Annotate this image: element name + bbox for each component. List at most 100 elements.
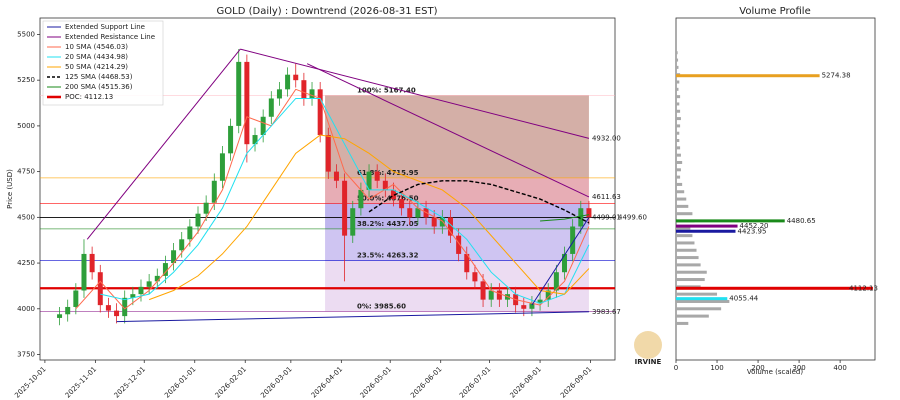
volume-bar — [676, 95, 681, 99]
trendline-label: 4932.00 — [592, 134, 621, 142]
x-axis-label: Volume (scaled) — [747, 368, 803, 376]
legend-label: 20 SMA (4434.98) — [65, 53, 128, 61]
fib-label: 0%: 3985.60 — [357, 302, 406, 310]
legend-label: Extended Support Line — [65, 23, 145, 31]
candle-body — [521, 305, 527, 309]
candle-body — [146, 281, 152, 287]
trendline — [531, 217, 590, 306]
candle-body — [130, 294, 136, 298]
y-tick-label: 4000 — [17, 305, 35, 313]
volume-bar — [676, 226, 691, 230]
candle-body — [415, 208, 421, 218]
volume-bar — [676, 182, 683, 186]
volume-bar — [676, 65, 679, 69]
x-tick-label: 300 — [792, 364, 805, 372]
candle-body — [171, 250, 177, 264]
candle-body — [562, 253, 568, 273]
candle-body — [496, 290, 502, 300]
volume-bar — [676, 131, 680, 135]
x-tick-label: 2025-11-01 — [64, 365, 98, 399]
x-tick-label: 2026-07-01 — [458, 365, 492, 399]
candle-body — [545, 290, 551, 300]
candle-body — [244, 61, 250, 145]
volume-bar — [676, 292, 718, 296]
candle-body — [73, 290, 79, 307]
level-label: 4055.44 — [729, 295, 758, 303]
legend-label: 200 SMA (4515.36) — [65, 83, 133, 91]
volume-bar — [676, 299, 730, 303]
x-tick-label: 200 — [751, 364, 764, 372]
volume-bar — [676, 190, 685, 194]
legend-label: 10 SMA (4546.03) — [65, 43, 128, 51]
x-tick-label: 100 — [710, 364, 723, 372]
volume-bar — [676, 263, 701, 267]
volume-bar — [676, 248, 697, 252]
candle-body — [89, 253, 95, 273]
x-tick-label: 2026-05-01 — [359, 365, 393, 399]
candle-body — [529, 303, 535, 309]
volume-bar — [676, 139, 680, 143]
candle-body — [228, 125, 234, 154]
candle-body — [382, 180, 388, 190]
volume-bar — [676, 58, 679, 62]
volume-bar — [676, 270, 707, 274]
y-tick-label: 3750 — [17, 351, 35, 359]
level-bar — [676, 219, 785, 223]
candle-body — [456, 235, 462, 254]
chart-title: GOLD (Daily) : Downtrend (2026-08-31 EST… — [217, 6, 438, 17]
candle-body — [553, 272, 559, 291]
candle-body — [350, 208, 356, 236]
level-bar — [676, 74, 820, 78]
volume-bar — [676, 168, 681, 172]
level-label: 5274.38 — [822, 72, 851, 80]
candle-body — [342, 180, 348, 236]
candle-body — [162, 263, 168, 276]
x-tick-label: 0 — [674, 364, 678, 372]
y-tick-label: 4750 — [17, 168, 35, 176]
level-bar — [676, 286, 873, 290]
candle-body — [203, 202, 209, 214]
candle-body — [447, 217, 453, 236]
volume-bar — [676, 321, 689, 325]
level-label: 4112.13 — [849, 284, 878, 292]
candle-body — [390, 189, 396, 200]
candle-body — [431, 217, 437, 227]
level-label: 4452.20 — [740, 222, 769, 230]
trendline — [306, 63, 590, 198]
volume-bar — [676, 117, 681, 121]
candle-body — [333, 171, 339, 181]
trendline-label: 3983.67 — [592, 308, 621, 316]
x-tick-label: 2026-08-01 — [508, 365, 542, 399]
candle-body — [407, 208, 413, 218]
plot-area: 0%: 3985.60 23.5%: 4263.32 38.2%: 4437.05 5… — [40, 48, 615, 326]
candle-body — [464, 253, 470, 273]
volume-bar — [676, 80, 680, 84]
x-tick-label: 2025-12-01 — [113, 365, 147, 399]
candle-body — [154, 275, 160, 282]
volume-bar — [676, 51, 678, 55]
volume-bar — [676, 204, 689, 208]
candle-body — [439, 217, 445, 227]
candle-body — [260, 116, 266, 136]
legend-label: 125 SMA (4468.53) — [65, 73, 133, 81]
candle-body — [285, 74, 291, 90]
candle-body — [399, 199, 405, 209]
candle-body — [219, 153, 225, 181]
fib-label: 23.5%: 4263.32 — [357, 252, 419, 260]
candle-body — [122, 297, 128, 317]
trendline-label: 4611.63 — [592, 193, 621, 201]
candle-body — [293, 74, 299, 81]
candle-body — [138, 286, 144, 295]
candle-body — [317, 89, 323, 136]
candle-body — [586, 208, 592, 218]
y-tick-label: 5250 — [17, 76, 35, 84]
volume-bar — [676, 146, 681, 150]
y-tick-label: 4500 — [17, 213, 35, 221]
candle-body — [358, 189, 364, 209]
volume-bar — [676, 212, 693, 216]
level-label: 4423.95 — [737, 227, 766, 235]
volume-bar — [676, 278, 705, 282]
fib-zone — [325, 260, 589, 312]
sma-line — [368, 180, 590, 224]
